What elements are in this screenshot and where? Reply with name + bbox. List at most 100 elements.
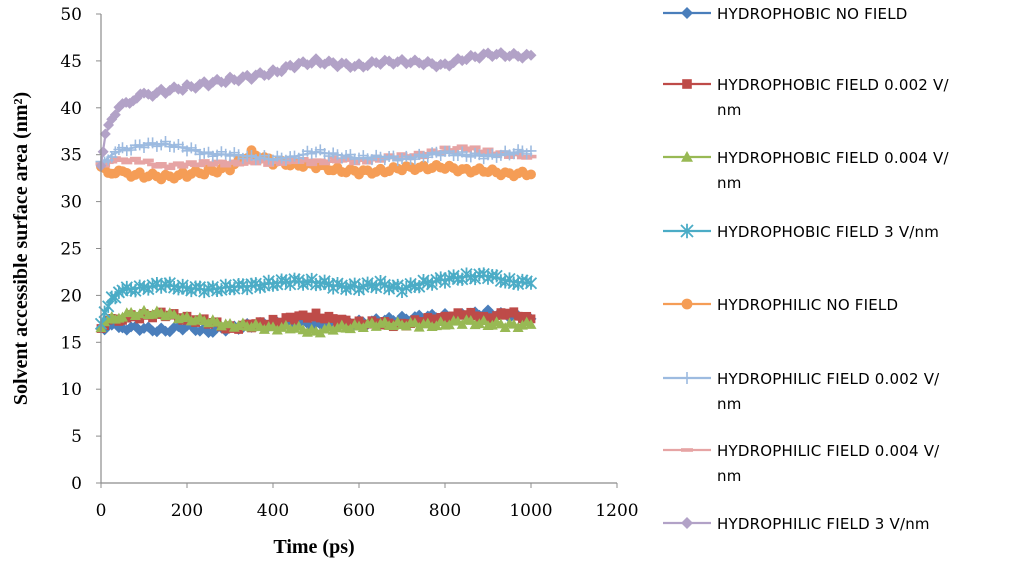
- legend-label: HYDROPHILIC FIELD 3 V/nm: [717, 515, 930, 533]
- data-point: [525, 145, 537, 157]
- y-tick-label: 30: [60, 193, 82, 213]
- data-point: [314, 158, 326, 163]
- data-point: [332, 322, 343, 333]
- y-tick-label: 15: [60, 333, 82, 353]
- legend-item: HYDROPHILIC FIELD 3 V/nm: [663, 515, 930, 533]
- legend-label: nm: [717, 174, 742, 192]
- data-point: [525, 49, 537, 61]
- legend-item: HYDROPHILIC FIELD 0.002 V/nm: [663, 370, 940, 413]
- x-tick-label: 200: [171, 501, 203, 521]
- data-point: [164, 166, 176, 171]
- legend-label: HYDROPHOBIC NO FIELD: [717, 5, 908, 23]
- legend-label: nm: [717, 395, 742, 413]
- series-4: [94, 267, 538, 331]
- legend-label: HYDROPHILIC FIELD 0.002 V/: [717, 370, 940, 388]
- legend-label: HYDROPHOBIC FIELD 0.004 V/: [717, 149, 949, 167]
- data-point: [151, 165, 163, 169]
- legend-marker-icon: [681, 517, 693, 529]
- legend-item: HYDROPHILIC FIELD 0.004 V/nm: [663, 442, 940, 485]
- data-point: [233, 320, 245, 330]
- x-tick-labels: 0 200 400 600 800 1000 1200: [96, 483, 639, 521]
- data-point: [524, 276, 538, 290]
- legend-marker-icon: [681, 448, 693, 452]
- data-point: [109, 109, 121, 121]
- data-point: [194, 163, 206, 168]
- y-tick-labels: 0 5 10 15 20 25 30 35 40 45 50: [60, 5, 101, 494]
- y-tick-label: 0: [71, 474, 82, 494]
- y-axis-title: Solvent accessible surface area (nm²): [10, 92, 32, 405]
- data-point: [237, 162, 249, 166]
- data-point: [370, 57, 382, 69]
- legend-label: HYDROPHOBIC FIELD 3 V/nm: [717, 223, 939, 241]
- y-tick-label: 10: [60, 380, 82, 400]
- data-point: [172, 161, 184, 165]
- legend-marker-icon: [681, 372, 693, 384]
- legend: HYDROPHOBIC NO FIELD HYDROPHOBIC FIELD 0.…: [663, 5, 949, 533]
- plot-area: [94, 47, 538, 339]
- x-tick-label: 0: [96, 501, 107, 521]
- series-3: [95, 304, 537, 338]
- data-point: [311, 308, 321, 318]
- data-point: [207, 163, 219, 167]
- data-point: [469, 145, 481, 150]
- data-point: [99, 128, 111, 140]
- data-point: [121, 160, 133, 165]
- data-point: [478, 315, 490, 326]
- data-point: [319, 161, 331, 166]
- data-point: [526, 314, 536, 324]
- legend-marker-icon: [682, 79, 692, 89]
- data-point: [452, 53, 464, 65]
- y-tick-label: 50: [60, 5, 82, 25]
- x-axis-title: Time (ps): [273, 536, 354, 558]
- data-point: [456, 144, 468, 149]
- data-point: [306, 162, 318, 167]
- legend-marker-icon: [680, 223, 694, 239]
- data-point: [117, 157, 128, 162]
- legend-marker-icon: [681, 298, 693, 310]
- x-tick-label: 800: [429, 501, 461, 521]
- legend-label: HYDROPHOBIC FIELD 0.002 V/: [717, 76, 949, 94]
- data-point: [509, 307, 519, 317]
- data-point: [155, 162, 167, 166]
- x-tick-label: 1200: [595, 501, 638, 521]
- data-point: [198, 159, 210, 163]
- legend-item: HYDROPHOBIC FIELD 3 V/nm: [663, 223, 939, 241]
- series-8: [95, 47, 537, 172]
- legend-item: HYDROPHILIC NO FIELD: [663, 296, 898, 314]
- data-point: [301, 158, 313, 163]
- legend-label: nm: [717, 101, 742, 119]
- legend-label: nm: [717, 467, 742, 485]
- x-tick-label: 600: [343, 501, 375, 521]
- data-point: [263, 163, 275, 167]
- y-tick-label: 25: [60, 240, 82, 260]
- data-point: [109, 156, 121, 160]
- legend-marker-icon: [681, 151, 693, 162]
- data-point: [422, 55, 434, 67]
- data-point: [147, 162, 159, 167]
- data-point: [181, 162, 193, 167]
- data-point: [228, 159, 240, 164]
- legend-item: HYDROPHOBIC FIELD 0.004 V/nm: [663, 149, 949, 192]
- y-tick-label: 40: [60, 99, 82, 119]
- series-6: [95, 135, 537, 168]
- data-point: [220, 163, 232, 168]
- data-point: [97, 146, 109, 158]
- y-tick-label: 5: [71, 427, 82, 447]
- x-tick-label: 1000: [509, 501, 552, 521]
- data-point: [160, 164, 171, 169]
- legend-label: HYDROPHILIC FIELD 0.004 V/: [717, 442, 940, 460]
- data-point: [344, 158, 356, 162]
- legend-label: HYDROPHILIC NO FIELD: [717, 296, 898, 314]
- data-point: [461, 148, 472, 153]
- data-point: [525, 154, 537, 159]
- y-tick-label: 20: [60, 286, 82, 306]
- data-point: [190, 314, 202, 325]
- x-tick-label: 400: [257, 501, 289, 521]
- data-point: [129, 156, 141, 161]
- legend-item: HYDROPHOBIC FIELD 0.002 V/nm: [663, 76, 949, 119]
- data-point: [271, 324, 283, 335]
- y-tick-label: 45: [60, 52, 82, 72]
- data-point: [526, 169, 536, 180]
- y-tick-label: 35: [60, 146, 82, 166]
